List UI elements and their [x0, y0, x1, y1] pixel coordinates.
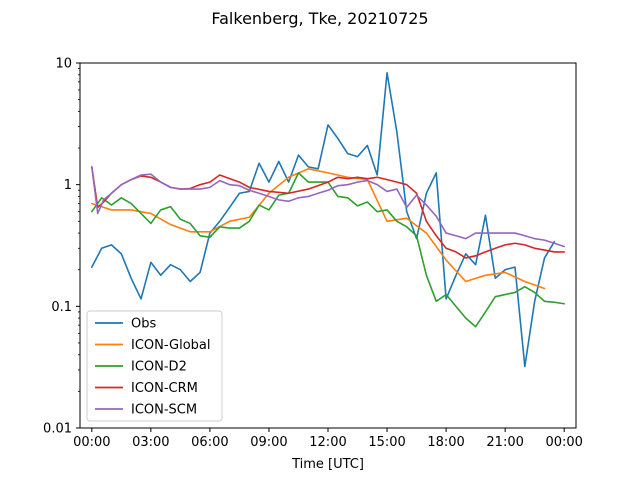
x-axis: 00:00 03:00 06:00 09:00 12:00 15:00 18:00 21:00…	[73, 428, 583, 450]
x-tick-label: 00:00	[73, 435, 110, 450]
x-tick-label: 03:00	[132, 435, 169, 450]
legend-label-icon-scm: ICON-SCM	[131, 403, 197, 418]
x-tick-label: 06:00	[191, 435, 228, 450]
x-tick-label: 12:00	[309, 435, 346, 450]
series-line-obs	[91, 72, 556, 368]
x-tick-label: 00:00	[545, 435, 582, 450]
series-layer	[91, 72, 565, 368]
y-axis: 0.01 0.1 1 10	[43, 57, 80, 437]
x-axis-label: Time [UTC]	[291, 457, 364, 472]
y-tick-label: 0.01	[43, 422, 72, 437]
series-line-icon-global	[91, 168, 546, 290]
legend: Obs ICON-Global ICON-D2 ICON-CRM ICON-SCM	[86, 310, 223, 422]
y-tick-label: 10	[55, 57, 72, 72]
series-line-icon-scm	[91, 166, 565, 248]
y-tick-label: 1	[64, 178, 72, 193]
legend-label-icon-d2: ICON-D2	[131, 360, 187, 375]
x-tick-label: 21:00	[486, 435, 523, 450]
x-tick-label: 15:00	[368, 435, 405, 450]
chart-title: Falkenberg, Tke, 20210725	[211, 9, 428, 28]
legend-box	[86, 310, 223, 422]
legend-label-icon-crm: ICON-CRM	[131, 381, 198, 396]
legend-label-icon-global: ICON-Global	[131, 338, 211, 353]
y-tick-label: 0.1	[51, 300, 72, 315]
x-tick-label: 09:00	[250, 435, 287, 450]
series-line-icon-crm	[91, 166, 565, 259]
x-tick-label: 18:00	[427, 435, 464, 450]
legend-label-obs: Obs	[131, 317, 156, 332]
